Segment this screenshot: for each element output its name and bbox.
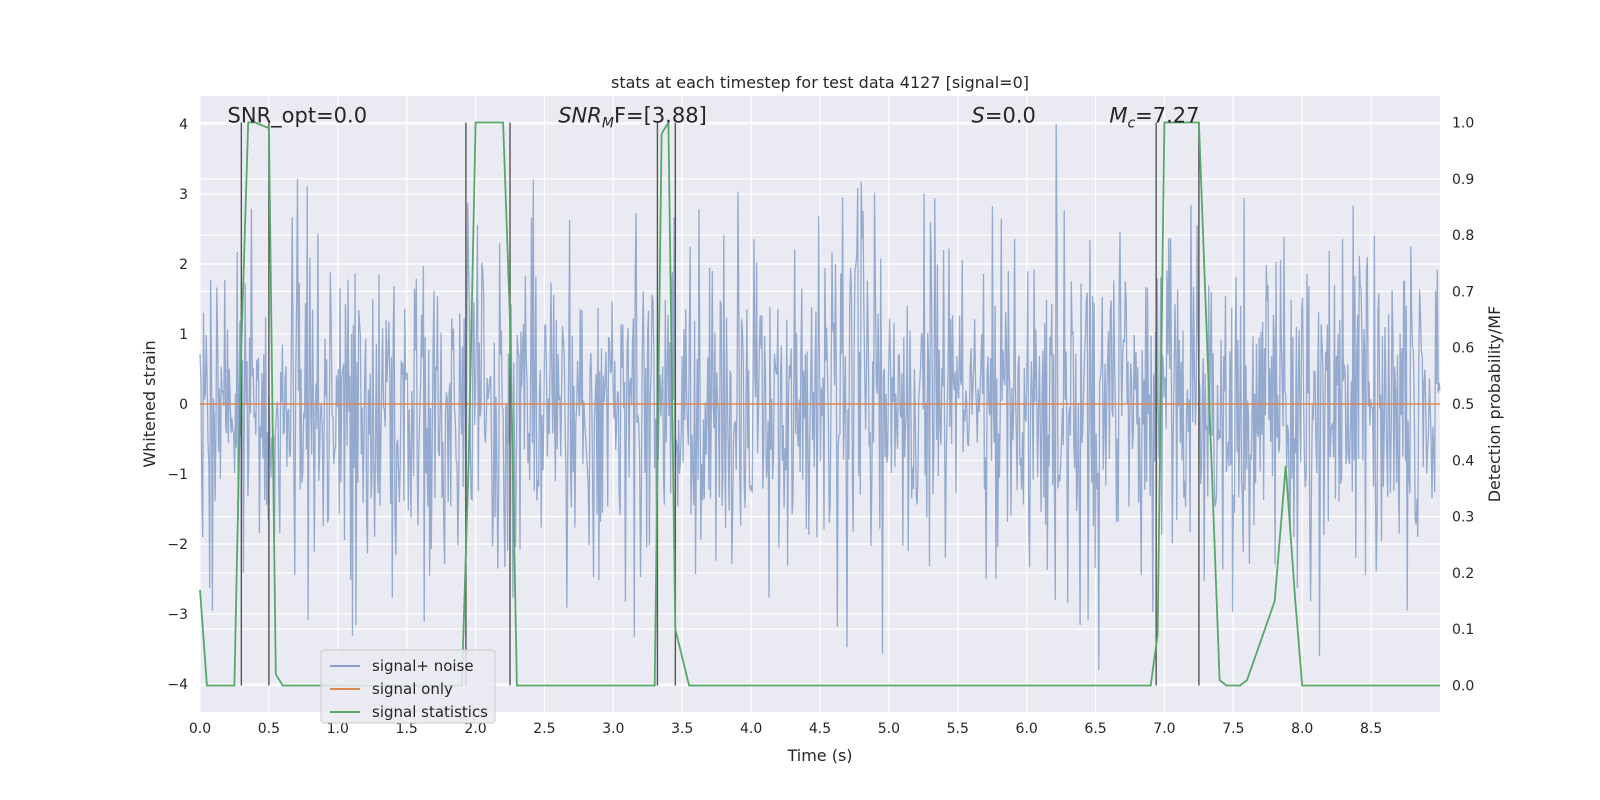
x-tick-label: 1.5 (396, 721, 418, 737)
series-signal-noise (199, 123, 1441, 670)
x-tick-label: 5.0 (878, 721, 900, 737)
x-axis-label: Time (s) (786, 746, 852, 765)
y-tick-label: 3 (179, 187, 188, 203)
x-tick-label: 5.5 (947, 721, 969, 737)
y2-tick-label: 0.8 (1452, 228, 1474, 244)
annotation-3: S=0.0 (972, 104, 1036, 128)
x-tick-label: 6.5 (1084, 721, 1106, 737)
legend-box (320, 649, 496, 724)
annotation-1: SNR_opt=0.0 (228, 104, 368, 129)
annotation-rest: F=[3.88] (614, 104, 707, 128)
y2-tick-label: 0.7 (1452, 284, 1474, 300)
x-tick-label: 7.0 (1153, 721, 1175, 737)
legend-label: signal+ noise (372, 657, 474, 675)
chart-title: stats at each timestep for test data 412… (611, 73, 1029, 92)
x-tick-label: 8.0 (1291, 721, 1313, 737)
annotation-base: S (972, 104, 985, 128)
y2-tick-label: 0.5 (1452, 397, 1474, 413)
x-tick-label: 7.5 (1222, 721, 1244, 737)
y2-tick-label: 0.3 (1452, 510, 1474, 526)
x-tick-label: 0.5 (258, 721, 280, 737)
annotations: SNR_opt=0.0 SNRMF=[3.88] S=0.0 Mc=7.27 (228, 104, 1200, 132)
annotation-4: Mc=7.27 (1109, 104, 1199, 132)
series-signal-statistics (199, 119, 1440, 687)
y2-tick-label: 0.1 (1452, 622, 1474, 638)
y2-tick-label: 0.9 (1452, 172, 1474, 188)
legend-label: signal only (372, 680, 453, 698)
x-tick-label: 4.5 (809, 721, 831, 737)
signal-statistics-line (199, 119, 1440, 687)
annotation-subscript: M (602, 116, 614, 132)
annotation-2: SNRMF=[3.88] (558, 104, 707, 132)
annotation-subscript: c (1127, 116, 1135, 132)
x-tick-label: 4.0 (740, 721, 762, 737)
x-tick-label: 6.0 (1016, 721, 1038, 737)
y-tick-label: −1 (167, 467, 188, 483)
y2-tick-label: 1.0 (1452, 115, 1474, 131)
x-tick-label: 8.5 (1360, 721, 1382, 737)
annotation-base: M (1109, 104, 1127, 128)
x-tick-label: 3.0 (602, 721, 624, 737)
tick-labels: 0.0 0.5 1.0 1.5 2.0 2.5 3.0 3.5 4.0 4.5 5.0 5.5 6.0 6… (167, 115, 1474, 737)
legend-label: signal statistics (372, 703, 488, 721)
y2-tick-label: 0.4 (1452, 453, 1474, 469)
x-tick-label: 0.0 (189, 721, 211, 737)
x-tick-label: 3.5 (671, 721, 693, 737)
x-tick-label: 2.5 (533, 721, 555, 737)
y-tick-label: −3 (167, 607, 188, 623)
y2-tick-label: 0.0 (1452, 679, 1474, 695)
y-tick-label: 1 (179, 327, 188, 343)
x-tick-label: 1.0 (327, 721, 349, 737)
y-tick-label: 2 (179, 257, 188, 273)
y2-axis-label: Detection probability/MF (1485, 306, 1504, 503)
y-tick-label: −2 (167, 537, 188, 553)
y-tick-label: −4 (167, 677, 188, 693)
y-tick-label: 0 (179, 397, 188, 413)
signal-noise-line (199, 123, 1441, 670)
y2-tick-label: 0.2 (1452, 566, 1474, 582)
y-axis-label: Whitened strain (140, 340, 159, 467)
annotation-rest: =7.27 (1135, 104, 1199, 128)
y2-tick-label: 0.6 (1452, 341, 1474, 357)
legend: signal+ noise signal only signal statistic… (320, 649, 496, 724)
annotation-base: SNR (558, 104, 602, 128)
x-tick-label: 2.0 (464, 721, 486, 737)
annotation-rest: =0.0 (985, 104, 1036, 128)
y-tick-label: 4 (179, 117, 188, 133)
